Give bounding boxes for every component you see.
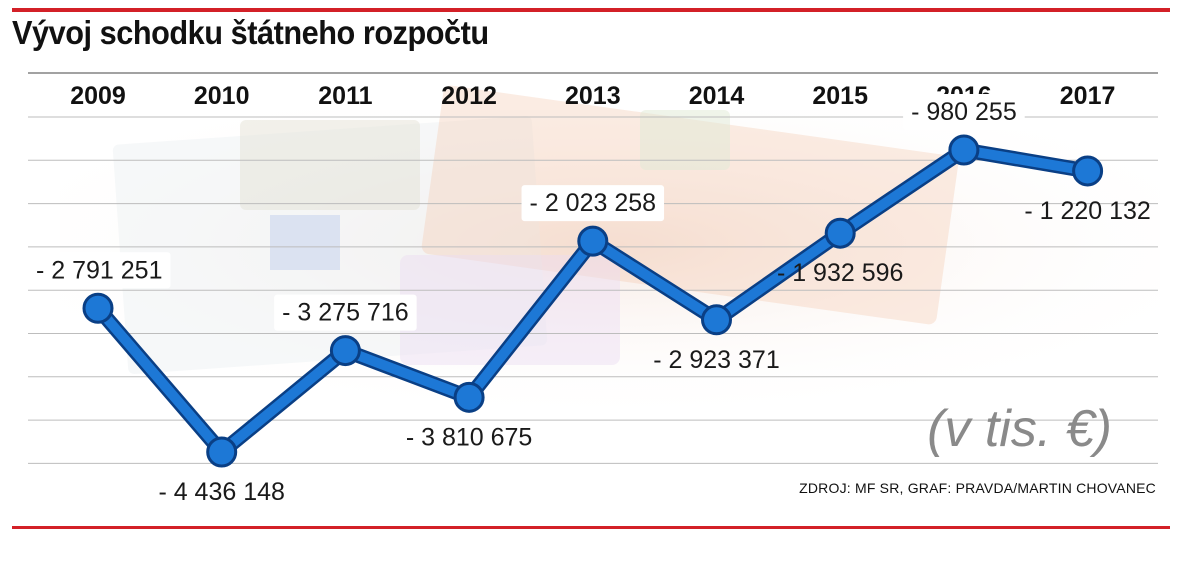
data-label-box [521,185,665,222]
chart-title: Vývoj schodku štátneho rozpočtu [12,14,489,51]
data-label: - 2 023 258 [530,189,657,217]
data-point-marker [701,304,732,336]
data-label: - 1 932 596 [777,259,904,287]
x-tick-label: 2013 [565,82,621,110]
data-label-group: - 1 220 132 [1024,197,1151,225]
data-label-group: - 980 255 [903,94,1025,130]
source-credit: ZDROJ: MF SR, GRAF: PRAVDA/MARTIN CHOVAN… [799,480,1156,496]
data-point-marker [1072,155,1104,187]
data-label-box [28,252,171,289]
data-label-box [903,94,1025,130]
data-label: - 3 275 716 [282,299,409,327]
x-tick-label: 2011 [318,82,372,110]
data-label-group: - 3 275 716 [274,294,417,331]
data-point-marker [329,335,361,367]
data-label-group: - 3 810 675 [406,423,533,451]
x-tick-label: 2009 [70,82,126,110]
data-label-group: - 2 023 258 [521,185,665,222]
x-tick-label: 2014 [689,82,745,110]
data-point-marker [453,381,485,413]
data-label-group: - 2 791 251 [28,252,171,289]
x-tick-label: 2010 [194,82,250,110]
data-point-marker [206,436,238,468]
data-label-group: - 1 932 596 [777,259,904,287]
unit-note: (v tis. €) [927,400,1112,458]
data-label-group: - 2 923 371 [653,346,780,374]
data-label: - 980 255 [911,98,1017,126]
x-tick-label: 2012 [441,82,497,110]
data-point-marker [824,217,856,249]
top-accent-rule [12,8,1170,12]
data-label: - 2 791 251 [36,256,163,284]
x-tick-label: 2017 [1060,82,1116,110]
data-point-marker [948,134,980,166]
data-label: - 2 923 371 [653,346,780,374]
bottom-accent-rule [12,526,1170,529]
data-point-marker [577,225,609,257]
x-tick-label: 2015 [812,82,868,110]
horizontal-gridlines [28,72,1158,464]
data-label: - 1 220 132 [1024,197,1151,225]
data-label: - 4 436 148 [158,478,285,506]
data-point-marker [82,292,114,324]
data-label-box [274,294,417,331]
data-label: - 3 810 675 [406,423,533,451]
data-label-group: - 4 436 148 [158,478,285,506]
